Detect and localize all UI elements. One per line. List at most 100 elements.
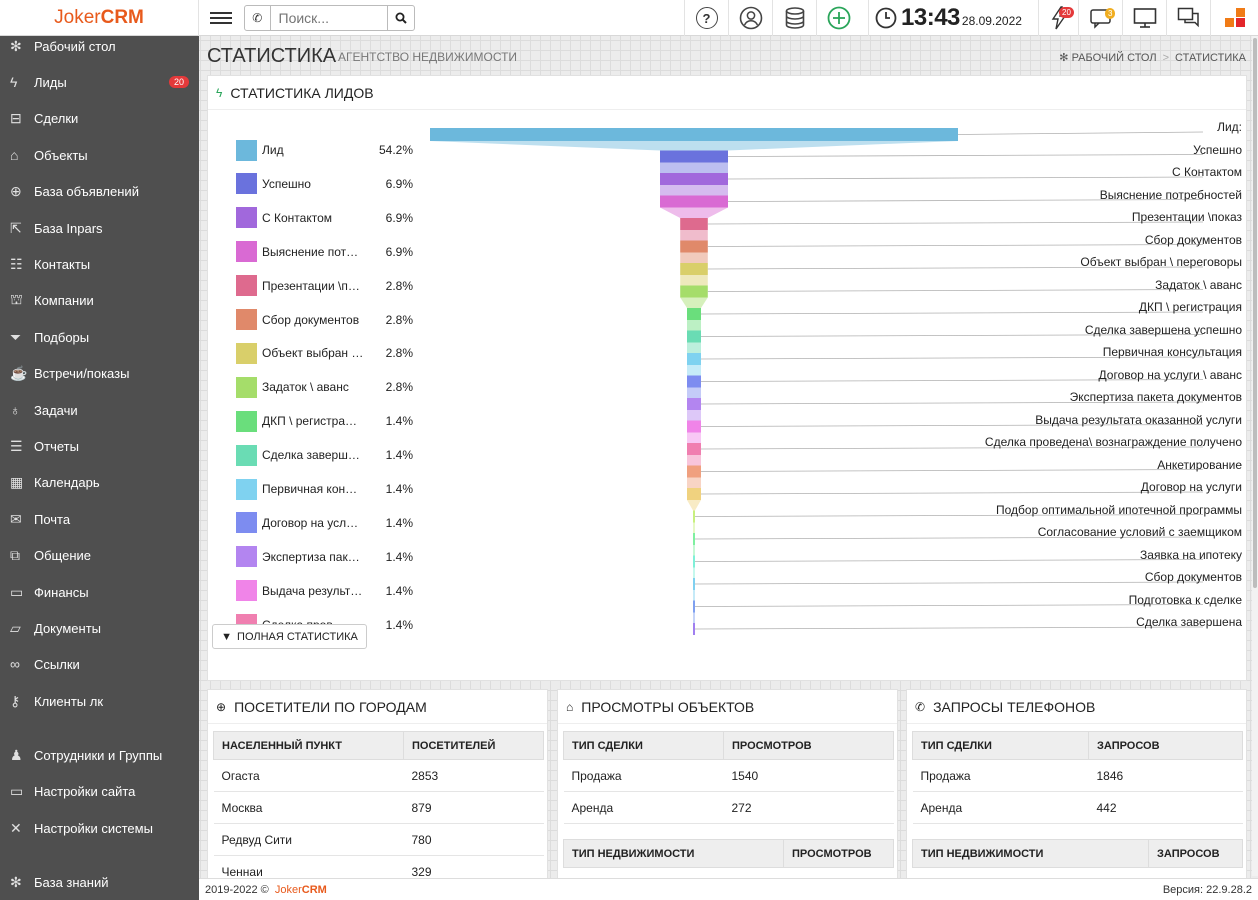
breadcrumb-home[interactable]: РАБОЧИЙ СТОЛ bbox=[1071, 52, 1157, 64]
legend-swatch bbox=[236, 139, 257, 161]
sidebar-item-4[interactable]: ⌂ Объекты bbox=[0, 140, 199, 170]
funnel-segment[interactable] bbox=[687, 353, 701, 365]
funnel-segment[interactable] bbox=[660, 195, 728, 208]
funnel-segment[interactable] bbox=[660, 173, 728, 185]
sidebar-item-12[interactable]: ☰ Отчеты bbox=[0, 431, 199, 461]
phone-icon[interactable]: ✆ bbox=[245, 6, 271, 30]
funnel-stage-label: Лид: bbox=[1217, 120, 1242, 134]
funnel-segment[interactable] bbox=[680, 240, 708, 253]
cities-panel-header: ⊕ ПОСЕТИТЕЛИ ПО ГОРОДАМ bbox=[208, 690, 547, 724]
footer-brand-joker[interactable]: Joker bbox=[274, 883, 302, 896]
sidebar-item-label: База Inpars bbox=[34, 220, 103, 236]
legend-item[interactable]: Сделка заверш… 1.4% bbox=[236, 444, 413, 466]
sidebar-item-16[interactable]: ▭ Финансы bbox=[0, 577, 199, 607]
database-button[interactable] bbox=[772, 0, 816, 36]
legend-item[interactable]: Договор на усл… 1.4% bbox=[236, 512, 413, 534]
sidebar-item-22[interactable]: ✕ Настройки системы bbox=[0, 813, 199, 843]
menu-toggle-icon[interactable] bbox=[210, 9, 232, 27]
funnel-segment[interactable] bbox=[687, 443, 701, 455]
sidebar-item-1[interactable]: ✻ Рабочий стол bbox=[0, 31, 199, 61]
sidebar-item-14[interactable]: ✉ Почта bbox=[0, 504, 199, 534]
funnel-segment[interactable] bbox=[693, 623, 695, 635]
lightning-icon: ϟ bbox=[216, 85, 223, 100]
sidebar-item-label: Сделки bbox=[34, 110, 79, 126]
help-button[interactable]: ? bbox=[684, 0, 728, 36]
funnel-segment[interactable] bbox=[693, 600, 695, 613]
funnel-segment[interactable] bbox=[693, 533, 695, 545]
legend-item[interactable]: Задаток \ аванс 2.8% bbox=[236, 376, 413, 398]
city-name: Москва bbox=[213, 791, 404, 824]
sidebar-item-10[interactable]: ☕ Встречи/показы bbox=[0, 358, 199, 388]
funnel-segment[interactable] bbox=[430, 128, 958, 141]
funnel-segment[interactable] bbox=[687, 420, 701, 433]
funnel-segment[interactable] bbox=[687, 398, 701, 410]
scrollbar-thumb[interactable] bbox=[1253, 38, 1257, 588]
legend-item[interactable]: Презентации \п… 2.8% bbox=[236, 275, 413, 297]
sidebar-item-8[interactable]: ⛫ Компании bbox=[0, 285, 199, 315]
funnel-stage-label: Объект выбран \ переговоры bbox=[1080, 255, 1242, 269]
sidebar-item-6[interactable]: ⇱ База Inpars bbox=[0, 213, 199, 243]
sidebar-item-13[interactable]: ▦ Календарь bbox=[0, 467, 199, 497]
funnel-segment[interactable] bbox=[687, 488, 701, 500]
funnel-segment[interactable] bbox=[680, 263, 708, 275]
profile-button[interactable] bbox=[728, 0, 772, 36]
chat-button[interactable] bbox=[1166, 0, 1210, 36]
table-row: Редвуд Сити 780 bbox=[213, 823, 544, 856]
legend-value: 6.9% bbox=[385, 210, 413, 225]
funnel-connector bbox=[680, 230, 708, 241]
calls-panel-title: ЗАПРОСЫ ТЕЛЕФОНОВ bbox=[933, 698, 1096, 715]
funnel-segment[interactable] bbox=[687, 375, 701, 388]
notifications-button[interactable]: 20 bbox=[1038, 0, 1078, 36]
page-scrollbar[interactable] bbox=[1252, 36, 1258, 876]
footer-brand-crm[interactable]: CRM bbox=[301, 883, 327, 896]
legend-item[interactable]: Экспертиза пак… 1.4% bbox=[236, 546, 413, 568]
funnel-segment[interactable] bbox=[693, 578, 695, 590]
clipboard-icon: ☰ bbox=[10, 437, 23, 454]
sidebar-item-3[interactable]: ⊟ Сделки bbox=[0, 103, 199, 133]
funnel-segment[interactable] bbox=[680, 285, 708, 298]
funnel-segment[interactable] bbox=[693, 555, 695, 568]
legend-item[interactable]: Лид 54.2% bbox=[236, 139, 413, 161]
sidebar-item-17[interactable]: ▱ Документы bbox=[0, 613, 199, 643]
sidebar-item-label: Лиды bbox=[34, 74, 67, 90]
funnel-segment[interactable] bbox=[660, 150, 728, 163]
sidebar-item-7[interactable]: ☷ Контакты bbox=[0, 249, 199, 279]
funnel-stage-label: Сделка проведена\ вознаграждение получен… bbox=[984, 435, 1242, 449]
funnel-segment[interactable] bbox=[687, 308, 701, 320]
legend-item[interactable]: Первичная кон… 1.4% bbox=[236, 478, 413, 500]
full-stats-button[interactable]: ▼ ПОЛНАЯ СТАТИСТИКА bbox=[212, 624, 367, 649]
sidebar-item-23[interactable]: ✻ База знаний bbox=[0, 867, 199, 897]
search-input[interactable] bbox=[270, 6, 387, 30]
sidebar-item-21[interactable]: ▭ Настройки сайта bbox=[0, 776, 199, 806]
sidebar-item-19[interactable]: ⚷ Клиенты лк bbox=[0, 686, 199, 716]
copyright-text: 2019-2022 © bbox=[205, 883, 269, 896]
legend-item[interactable]: Выдача результ… 1.4% bbox=[236, 580, 413, 602]
legend-swatch bbox=[236, 207, 257, 229]
sidebar-item-2[interactable]: ϟ Лиды 20 bbox=[0, 67, 199, 97]
messages-button[interactable]: 3 bbox=[1078, 0, 1122, 36]
funnel-segment[interactable] bbox=[687, 465, 701, 478]
sidebar-item-11[interactable]: ♁ Задачи bbox=[0, 395, 199, 425]
legend-item[interactable]: Объект выбран … 2.8% bbox=[236, 342, 413, 364]
legend-item[interactable]: Выяснение пот… 6.9% bbox=[236, 241, 413, 263]
funnel-segment[interactable] bbox=[687, 330, 701, 343]
search-button[interactable] bbox=[386, 6, 414, 30]
sidebar-item-15[interactable]: ⧉ Общение bbox=[0, 540, 199, 570]
sidebar-item-18[interactable]: ∞ Ссылки bbox=[0, 649, 199, 679]
legend-item[interactable]: ДКП \ регистра… 1.4% bbox=[236, 410, 413, 432]
apps-button[interactable] bbox=[1210, 0, 1258, 36]
globe-icon: ⊕ bbox=[216, 699, 227, 714]
sidebar-item-5[interactable]: ⊕ База объявлений bbox=[0, 176, 199, 206]
funnel-segment[interactable] bbox=[693, 510, 695, 523]
display-button[interactable] bbox=[1122, 0, 1166, 36]
legend-item[interactable]: Сбор документов 2.8% bbox=[236, 309, 413, 331]
legend-item[interactable]: С Контактом 6.9% bbox=[236, 207, 413, 229]
sidebar-item-20[interactable]: ♟ Сотрудники и Группы bbox=[0, 740, 199, 770]
add-button[interactable] bbox=[816, 0, 860, 36]
sidebar-item-9[interactable]: ⏷ Подборы bbox=[0, 322, 199, 352]
funnel-segment[interactable] bbox=[680, 218, 708, 230]
logo[interactable]: Joker CRM bbox=[0, 0, 199, 36]
legend-swatch bbox=[236, 376, 257, 398]
funnel-connector bbox=[687, 320, 701, 331]
legend-item[interactable]: Успешно 6.9% bbox=[236, 173, 413, 195]
